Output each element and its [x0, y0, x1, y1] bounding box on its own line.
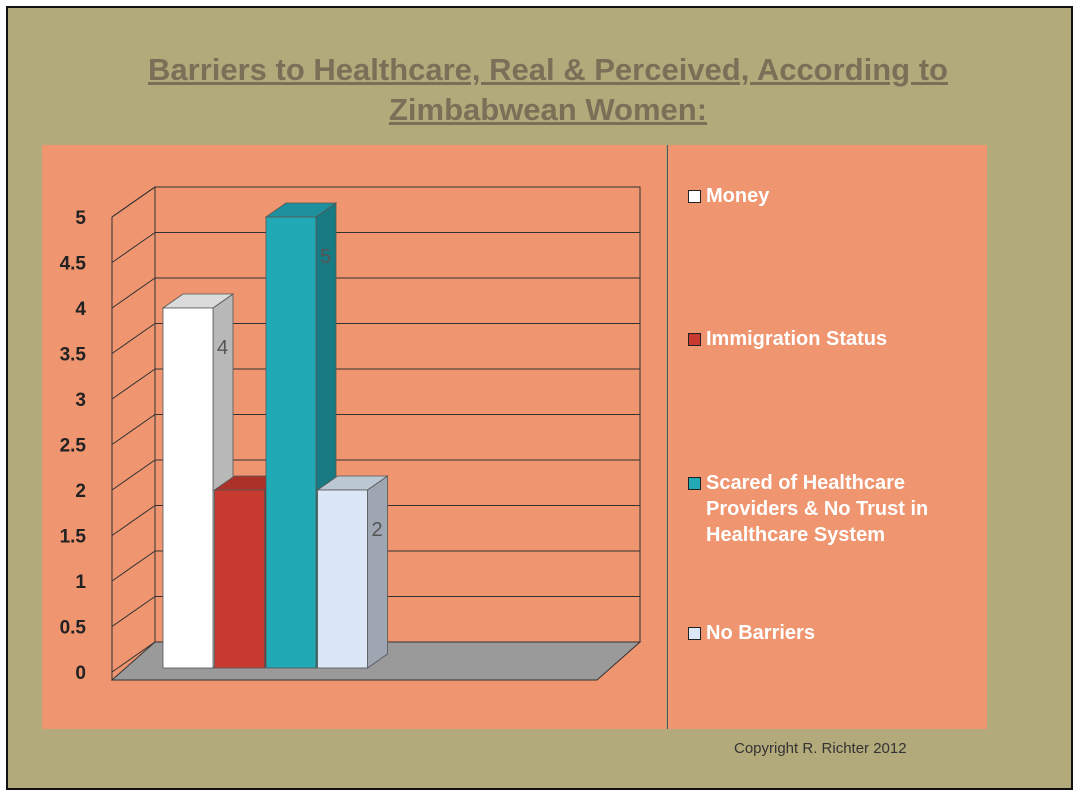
bar	[162, 307, 214, 669]
bar	[214, 489, 265, 669]
y-tick-label: 4	[75, 299, 86, 320]
legend: Money Immigration Status Scared of Healthc…	[667, 145, 987, 729]
grid-line	[111, 232, 156, 263]
grid-line	[111, 323, 156, 354]
bar	[265, 216, 317, 669]
y-tick-label: 2	[75, 481, 86, 502]
legend-entry: Money	[688, 183, 991, 209]
data-label: 4	[217, 337, 228, 359]
legend-entry: No Barriers	[688, 620, 991, 646]
grid-line	[111, 186, 156, 218]
legend-swatch	[688, 627, 701, 640]
legend-label: Scared of Healthcare Providers & No Trus…	[706, 472, 929, 546]
data-label: 2	[372, 519, 383, 541]
y-tick-label: 1	[75, 572, 86, 593]
grid-line	[111, 368, 156, 400]
grid-line	[111, 414, 156, 445]
y-tick-label: 0.5	[60, 618, 87, 639]
legend-swatch	[688, 190, 701, 203]
y-tick-label: 4.5	[60, 254, 87, 275]
grid-line	[111, 641, 156, 673]
y-tick-label: 0	[75, 663, 86, 684]
y-tick-label: 3	[75, 390, 86, 411]
legend-swatch	[688, 333, 701, 346]
grid-line	[111, 459, 156, 491]
bar	[317, 489, 368, 669]
legend-entry: Scared of Healthcare Providers & No Trus…	[688, 470, 991, 548]
legend-swatch	[688, 477, 701, 490]
chart-title: Barriers to Healthcare, Real & Perceived…	[148, 52, 948, 127]
data-label: 5	[320, 246, 331, 268]
legend-entry: Immigration Status	[688, 326, 991, 352]
y-tick-label: 1.5	[60, 527, 87, 548]
legend-label: Money	[706, 185, 770, 207]
grid-line	[111, 277, 156, 309]
copyright: Copyright R. Richter 2012	[734, 740, 907, 757]
slide: Barriers to Healthcare, Real & Perceived…	[6, 6, 1073, 790]
grid-line	[111, 596, 156, 627]
bar-side	[367, 475, 388, 669]
y-tick-label: 3.5	[60, 345, 87, 366]
y-tick-label: 5	[75, 208, 86, 229]
grid-line	[111, 505, 156, 536]
grid-line	[111, 550, 156, 582]
legend-label: No Barriers	[706, 622, 815, 644]
y-tick-label: 2.5	[60, 436, 87, 457]
legend-label: Immigration Status	[706, 328, 888, 350]
